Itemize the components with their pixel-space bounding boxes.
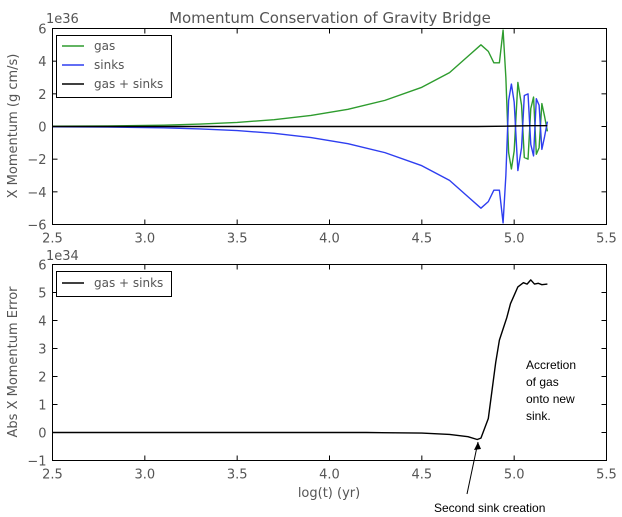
series-line-sinks: [52, 83, 549, 224]
x-tick-label: 3.0: [134, 232, 155, 247]
legend-label-total-bottom: gas + sinks: [94, 276, 163, 290]
annotation-accretion-line-1: Accretion: [526, 358, 576, 372]
y-tick-label: −1: [27, 455, 46, 470]
x-tick-label: 4.5: [411, 468, 432, 483]
bottom-legend-box: [56, 271, 172, 297]
bottom-series-lines: [52, 279, 548, 441]
x-tick-label: 2.5: [42, 468, 63, 483]
top-y-multiplier: 1e36: [46, 12, 79, 27]
x-tick-label: 4.5: [411, 232, 432, 247]
y-tick-label: 2: [38, 88, 46, 103]
bottom-x-axis-label: log(t) (yr): [298, 486, 360, 501]
top-series-lines: [52, 29, 549, 224]
y-tick-label: 4: [38, 315, 46, 330]
x-tick-label: 5.5: [596, 468, 617, 483]
legend-label-gas: gas: [94, 39, 115, 53]
y-tick-label: 6: [38, 259, 46, 274]
x-tick-label: 3.5: [227, 468, 248, 483]
series-line-gas-sinks: [52, 124, 548, 128]
y-tick-label: 3: [38, 343, 46, 358]
y-tick-label: −2: [27, 153, 46, 168]
top-plot-frame: [52, 28, 607, 225]
x-tick-label: 4.0: [319, 468, 340, 483]
annotation-accretion: Accretion of gas onto new sink.: [526, 358, 576, 423]
y-tick-label: 4: [38, 55, 46, 70]
bottom-legend: gas + sinks: [56, 271, 172, 297]
annotation-accretion-line-3: onto new: [526, 392, 575, 406]
top-x-tick-labels: 2.5 3.0 3.5 4.0 4.5 5.0 5.5: [42, 232, 617, 247]
x-tick-label: 5.0: [504, 232, 525, 247]
top-y-tick-labels: 6 4 2 0 −2 −4 −6: [27, 23, 46, 234]
x-tick-label: 3.5: [227, 232, 248, 247]
y-tick-label: −4: [27, 186, 46, 201]
x-tick-label: 5.5: [596, 232, 617, 247]
top-legend: gas sinks gas + sinks: [56, 35, 172, 98]
bottom-chart: 1e34 Abs X Momentum Error 2.5 3.0 3.5 4.0 4.…: [6, 249, 617, 515]
bottom-y-tick-labels: 6 5 4 3 2 1 0 −1: [27, 259, 46, 470]
annotation-accretion-line-2: of gas: [526, 375, 559, 389]
x-tick-label: 5.0: [504, 468, 525, 483]
annotation-arrow: [466, 441, 479, 495]
y-tick-label: −6: [27, 219, 46, 234]
annotation-second-sink: Second sink creation: [434, 441, 545, 515]
series-line-gas-sinks: [52, 279, 548, 441]
y-tick-label: 6: [38, 23, 46, 38]
bottom-plot-frame: [52, 264, 607, 461]
annotation-accretion-line-4: sink.: [526, 409, 551, 423]
bottom-y-multiplier: 1e34: [46, 249, 79, 264]
y-tick-label: 0: [38, 121, 46, 136]
bottom-y-axis-label: Abs X Momentum Error: [6, 286, 21, 438]
series-line-gas: [52, 29, 549, 170]
bottom-x-tick-labels: 2.5 3.0 3.5 4.0 4.5 5.0 5.5: [42, 468, 617, 483]
legend-label-sinks: sinks: [94, 58, 124, 72]
x-tick-label: 4.0: [319, 232, 340, 247]
x-tick-label: 3.0: [134, 468, 155, 483]
top-chart: Momentum Conservation of Gravity Bridge …: [6, 9, 617, 247]
y-tick-label: 1: [38, 399, 46, 414]
y-tick-label: 5: [38, 287, 46, 302]
annotation-arrowhead: [474, 442, 481, 450]
y-tick-label: 2: [38, 371, 46, 386]
top-chart-title: Momentum Conservation of Gravity Bridge: [169, 9, 491, 27]
y-tick-label: 0: [38, 427, 46, 442]
legend-label-total: gas + sinks: [94, 77, 163, 91]
annotation-second-sink-label: Second sink creation: [434, 501, 545, 515]
x-tick-label: 2.5: [42, 232, 63, 247]
top-y-axis-label: X Momentum (g cm/s): [6, 54, 21, 199]
